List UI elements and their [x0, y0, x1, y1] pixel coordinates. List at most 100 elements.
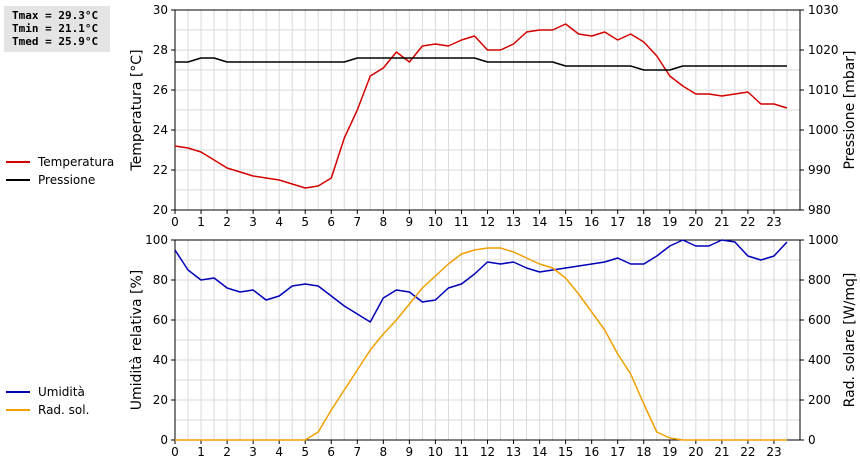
- stat-tmin: Tmin = 21.1°C: [12, 22, 99, 35]
- y-axis-title-left: Umidità relativa [%]: [129, 270, 145, 411]
- y-tick-label-right: 980: [808, 203, 831, 217]
- x-tick-label: 0: [171, 215, 179, 229]
- x-tick-label: 21: [714, 445, 729, 459]
- x-tick-label: 18: [636, 215, 651, 229]
- x-tick-label: 0: [171, 445, 179, 459]
- legend-item-pressione: Pressione: [6, 171, 114, 189]
- x-tick-label: 2: [223, 445, 231, 459]
- x-tick-label: 6: [327, 215, 335, 229]
- x-tick-label: 15: [558, 215, 573, 229]
- x-tick-label: 17: [610, 445, 625, 459]
- legend-label-temperatura: Temperatura: [38, 155, 115, 169]
- y-tick-label-left: 22: [153, 163, 168, 177]
- x-tick-label: 12: [480, 215, 495, 229]
- x-tick-label: 13: [506, 445, 521, 459]
- x-tick-label: 3: [249, 445, 257, 459]
- legend-label-rad-sol: Rad. sol.: [38, 403, 90, 417]
- legend-swatch-pressione: [6, 179, 30, 181]
- legend-top: Temperatura Pressione: [6, 153, 114, 189]
- legend-item-rad-sol: Rad. sol.: [6, 401, 89, 419]
- x-tick-label: 9: [406, 215, 414, 229]
- x-tick-label: 19: [662, 445, 677, 459]
- x-tick-label: 19: [662, 215, 677, 229]
- y-axis-title-right: Pressione [mbar]: [842, 50, 858, 169]
- x-tick-label: 10: [428, 445, 443, 459]
- y-tick-label-left: 40: [153, 353, 168, 367]
- x-tick-label: 23: [766, 215, 781, 229]
- y-tick-label-left: 20: [153, 393, 168, 407]
- x-tick-label: 10: [428, 215, 443, 229]
- y-axis-title-left: Temperatura [°C]: [129, 49, 145, 171]
- y-tick-label-right: 200: [808, 393, 831, 407]
- x-tick-label: 8: [380, 215, 388, 229]
- series-line-rad-sol: [175, 247, 787, 441]
- x-tick-label: 14: [532, 215, 547, 229]
- x-tick-label: 22: [740, 215, 755, 229]
- legend-label-umidita: Umidità: [38, 385, 85, 399]
- legend-item-umidita: Umidità: [6, 383, 89, 401]
- y-tick-label-right: 1010: [808, 83, 839, 97]
- chart-panel-top: 0 1 2 3 4 5 6 7 8 9 10 11 12 13 14 15 16 17 18 19 20 21 22 2320…: [129, 3, 858, 229]
- x-tick-label: 20: [688, 215, 703, 229]
- y-tick-label-left: 0: [160, 433, 168, 447]
- chart-panel-bottom: 0 1 2 3 4 5 6 7 8 9 10 11 12 13 14 15 16 17 18 19 20 21 22 2302…: [129, 233, 858, 459]
- x-tick-label: 7: [353, 445, 361, 459]
- x-tick-label: 8: [380, 445, 388, 459]
- y-tick-label-left: 80: [153, 273, 168, 287]
- legend-item-temperatura: Temperatura: [6, 153, 114, 171]
- y-tick-label-right: 1030: [808, 3, 839, 17]
- x-tick-label: 12: [480, 445, 495, 459]
- y-tick-label-right: 600: [808, 313, 831, 327]
- x-tick-label: 7: [353, 215, 361, 229]
- x-tick-label: 22: [740, 445, 755, 459]
- x-tick-label: 20: [688, 445, 703, 459]
- x-tick-label: 5: [301, 215, 309, 229]
- y-tick-label-left: 30: [153, 3, 168, 17]
- x-tick-label: 11: [454, 445, 469, 459]
- y-tick-label-right: 1000: [808, 233, 839, 247]
- y-tick-label-left: 26: [153, 83, 168, 97]
- y-tick-label-right: 0: [808, 433, 816, 447]
- y-tick-label-left: 24: [153, 123, 168, 137]
- x-tick-label: 2: [223, 215, 231, 229]
- x-tick-label: 4: [275, 215, 283, 229]
- x-tick-label: 9: [406, 445, 414, 459]
- x-tick-label: 1: [197, 215, 205, 229]
- y-tick-label-left: 100: [145, 233, 168, 247]
- x-tick-label: 11: [454, 215, 469, 229]
- x-tick-label: 13: [506, 215, 521, 229]
- x-tick-label: 21: [714, 215, 729, 229]
- y-tick-label-right: 1020: [808, 43, 839, 57]
- x-tick-label: 4: [275, 445, 283, 459]
- x-tick-label: 17: [610, 215, 625, 229]
- legend-bottom: Umidità Rad. sol.: [6, 383, 89, 419]
- y-tick-label-left: 20: [153, 203, 168, 217]
- x-tick-label: 1: [197, 445, 205, 459]
- y-tick-label-right: 1000: [808, 123, 839, 137]
- legend-swatch-temperatura: [6, 161, 30, 163]
- legend-swatch-rad-sol: [6, 409, 30, 411]
- x-tick-label: 14: [532, 445, 547, 459]
- series-line-pressione: [175, 57, 787, 71]
- x-tick-label: 15: [558, 445, 573, 459]
- y-tick-label-left: 28: [153, 43, 168, 57]
- stat-tmax: Tmax = 29.3°C: [12, 9, 99, 22]
- y-tick-label-right: 990: [808, 163, 831, 177]
- series-line-temperatura: [174, 23, 788, 189]
- x-tick-label: 3: [249, 215, 257, 229]
- y-axis-title-right: Rad. solare [W/mq]: [842, 273, 858, 408]
- legend-label-pressione: Pressione: [38, 173, 96, 187]
- x-tick-label: 16: [584, 215, 599, 229]
- x-tick-label: 5: [301, 445, 309, 459]
- y-tick-label-right: 400: [808, 353, 831, 367]
- legend-swatch-umidita: [6, 391, 30, 393]
- stat-tmed: Tmed = 25.9°C: [12, 35, 99, 48]
- series-line-umidit: [174, 239, 788, 323]
- x-tick-label: 23: [766, 445, 781, 459]
- y-tick-label-left: 60: [153, 313, 168, 327]
- x-tick-label: 6: [327, 445, 335, 459]
- stats-box: Tmax = 29.3°C Tmin = 21.1°C Tmed = 25.9°…: [4, 6, 110, 52]
- x-tick-label: 18: [636, 445, 651, 459]
- x-tick-label: 16: [584, 445, 599, 459]
